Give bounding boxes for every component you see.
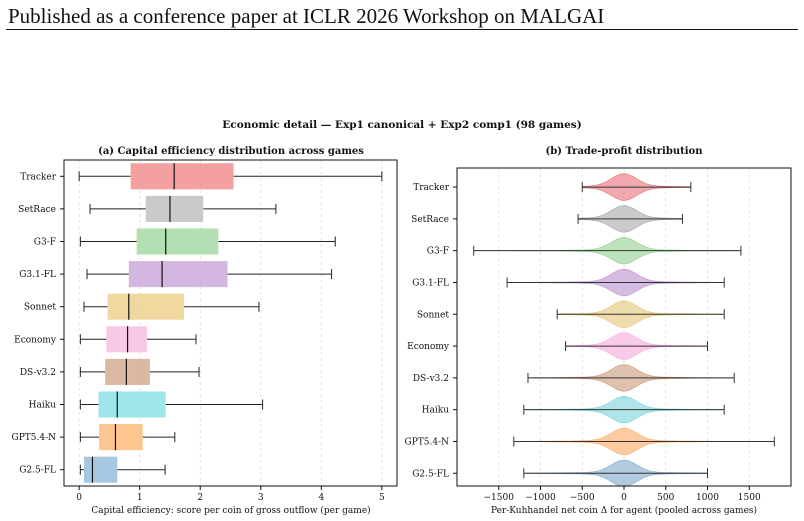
- header-rule: [6, 29, 798, 30]
- panel-b-x-ticks: −1500 −1000 −500 0 500 1000 1500: [484, 486, 761, 503]
- panel-a-y-tick-label-ds-v3-2: DS-v3.2: [20, 368, 56, 378]
- panel-b-y-tick-label-g3-f: G3-F: [427, 247, 449, 257]
- box-g3-f: [136, 228, 219, 255]
- panel-b-y-tick-label-setrace: SetRace: [411, 215, 449, 225]
- box-economy: [106, 326, 147, 353]
- panel-a-y-tick-label-g3-f: G3-F: [34, 238, 56, 248]
- panel-b-trade-profit: (b) Trade-profit distribution Tracker Set…: [405, 146, 792, 516]
- panel-b-y-tick-label-gpt5-4-n: GPT5.4-N: [405, 437, 450, 447]
- box-setrace: [145, 195, 204, 222]
- panel-b-x-tick-label: 1500: [738, 493, 761, 503]
- panel-a-capital-efficiency: (a) Capital efficiency distribution acro…: [12, 146, 398, 516]
- panel-b-x-tick-label: 500: [657, 493, 674, 503]
- panel-a-x-tick-label: 0: [76, 493, 82, 503]
- panel-a-x-tick-label: 3: [258, 493, 264, 503]
- box-tracker: [130, 163, 234, 190]
- panel-a-y-tick-label-tracker: Tracker: [20, 172, 56, 182]
- panel-a-boxes: [78, 163, 383, 483]
- panel-a-x-tick-label: 4: [318, 493, 324, 503]
- panel-a-x-ticks: 0 1 2 3 4 5: [76, 486, 385, 503]
- panel-a-y-tick-label-gpt5-4-n: GPT5.4-N: [12, 433, 57, 443]
- panel-b-y-tick-label-ds-v3-2: DS-v3.2: [413, 374, 449, 384]
- box-ds-v3-2: [105, 358, 150, 385]
- panel-b-y-tick-label-g2-5-fl: G2.5-FL: [412, 469, 449, 479]
- box-g3-1-fl: [128, 261, 228, 288]
- panel-b-x-tick-label: −1000: [525, 493, 556, 503]
- box-gpt5-4-n: [99, 424, 143, 451]
- box-sonnet: [107, 293, 184, 320]
- panel-b-y-ticks: Tracker SetRace G3-F G3.1-FL Sonnet Economy DS…: [405, 183, 457, 479]
- panel-a-y-tick-label-g3-1-fl: G3.1-FL: [19, 270, 56, 280]
- panel-a-title: (a) Capital efficiency distribution acro…: [98, 146, 364, 157]
- box-haiku: [98, 391, 166, 418]
- panel-b-xlabel: Per-Kuhhandel net coin Δ for agent (pool…: [491, 505, 757, 516]
- panel-b-y-tick-label-g3-1-fl: G3.1-FL: [412, 278, 449, 288]
- panel-a-y-tick-label-g2-5-fl: G2.5-FL: [19, 466, 56, 476]
- panel-a-y-tick-label-economy: Economy: [14, 335, 57, 345]
- panel-a-x-tick-label: 1: [137, 493, 143, 503]
- panel-a-xlabel: Capital efficiency: score per coin of gr…: [91, 505, 370, 516]
- panel-b-y-tick-label-economy: Economy: [407, 342, 450, 352]
- panel-a-x-tick-label: 5: [379, 493, 385, 503]
- panel-b-y-tick-label-haiku: Haiku: [422, 406, 450, 416]
- panel-a-y-tick-label-haiku: Haiku: [29, 401, 57, 411]
- panel-a-y-ticks: Tracker SetRace G3-F G3.1-FL Sonnet Economy DS…: [12, 172, 64, 476]
- panel-a-y-tick-label-sonnet: Sonnet: [24, 303, 57, 313]
- page-header: Published as a conference paper at ICLR …: [8, 4, 605, 28]
- panel-b-y-tick-label-sonnet: Sonnet: [417, 310, 450, 320]
- panel-b-title: (b) Trade-profit distribution: [546, 146, 704, 157]
- figure-suptitle: Economic detail — Exp1 canonical + Exp2 …: [222, 119, 581, 131]
- panel-a-x-tick-label: 2: [197, 493, 203, 503]
- panel-a-frame: [63, 159, 398, 487]
- panel-b-x-tick-label: −1500: [484, 493, 515, 503]
- panel-b-x-tick-label: 1000: [696, 493, 719, 503]
- panel-b-x-tick-label: −500: [570, 493, 595, 503]
- panel-a-y-tick-label-setrace: SetRace: [18, 205, 56, 215]
- panel-b-x-tick-label: 0: [621, 493, 627, 503]
- panel-b-y-tick-label-tracker: Tracker: [413, 183, 449, 193]
- panel-b-violins: [473, 173, 775, 487]
- box-g2-5-fl: [83, 456, 118, 483]
